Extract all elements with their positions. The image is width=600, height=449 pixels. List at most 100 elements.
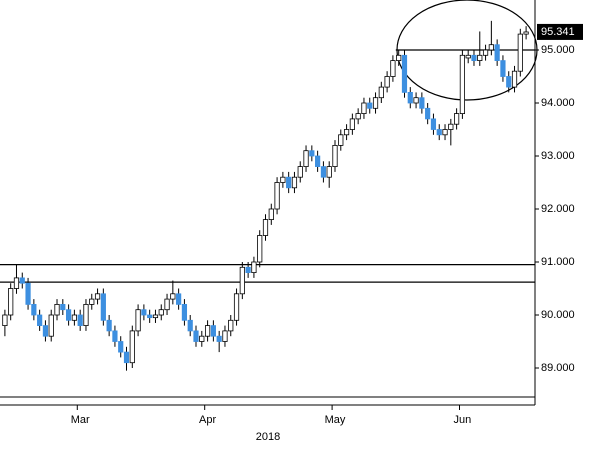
candle-body bbox=[459, 54, 466, 114]
candle-body bbox=[454, 113, 460, 125]
candle-body bbox=[83, 303, 89, 326]
candle-body bbox=[13, 277, 20, 289]
candle-body bbox=[338, 134, 344, 146]
candle-body bbox=[430, 118, 437, 130]
candle-body bbox=[407, 92, 413, 104]
candle-body bbox=[152, 314, 159, 319]
candle-body bbox=[297, 166, 303, 178]
candle-body bbox=[123, 351, 130, 364]
candle-body bbox=[349, 118, 355, 130]
candle-body bbox=[222, 330, 228, 342]
candle-body bbox=[343, 129, 350, 136]
y-tick-label: 89.000 bbox=[541, 362, 575, 374]
candle-body bbox=[413, 97, 419, 104]
last-price-box bbox=[537, 23, 583, 40]
candle-body bbox=[309, 150, 315, 157]
candle-body bbox=[477, 54, 483, 61]
candle-body bbox=[506, 76, 512, 88]
candle-body bbox=[315, 155, 321, 168]
candle-body bbox=[367, 102, 373, 109]
x-tick-label: Jun bbox=[454, 414, 472, 426]
candle-body bbox=[89, 298, 95, 305]
candle-body bbox=[106, 319, 112, 332]
candle-body bbox=[332, 144, 338, 167]
candle-body bbox=[31, 303, 37, 316]
y-tick-label: 90.000 bbox=[541, 309, 575, 321]
candle-body bbox=[216, 335, 222, 342]
candle-body bbox=[280, 176, 286, 183]
candle-body bbox=[135, 309, 141, 332]
candle-body bbox=[2, 314, 8, 327]
x-tick-label: Apr bbox=[199, 414, 216, 426]
candle-body bbox=[396, 54, 402, 61]
candle-body bbox=[19, 277, 25, 284]
candle-body bbox=[251, 261, 257, 274]
candle-body bbox=[465, 54, 471, 59]
candle-body bbox=[129, 330, 135, 364]
candle-body bbox=[523, 31, 529, 35]
y-tick-label: 92.000 bbox=[541, 203, 575, 215]
candle-body bbox=[372, 97, 379, 109]
candle-body bbox=[147, 314, 153, 319]
y-tick-label: 93.000 bbox=[541, 150, 575, 162]
candle-body bbox=[100, 293, 106, 321]
candle-body bbox=[94, 293, 101, 300]
candle-body bbox=[8, 288, 14, 316]
candle-body bbox=[193, 330, 199, 342]
candle-body bbox=[361, 102, 367, 115]
candle-body bbox=[65, 309, 72, 321]
candle-body bbox=[268, 208, 274, 221]
candle-body bbox=[233, 293, 240, 321]
candle-body bbox=[500, 60, 506, 77]
candle-body bbox=[494, 44, 500, 62]
candle-body bbox=[482, 49, 489, 56]
last-price-label: 95.341 bbox=[541, 26, 575, 38]
candle-body bbox=[60, 303, 66, 311]
candle-body bbox=[384, 76, 390, 88]
candle-body bbox=[77, 314, 83, 327]
candle-body bbox=[181, 303, 188, 321]
candle-body bbox=[25, 282, 31, 305]
candle-body bbox=[390, 60, 396, 77]
candle-body bbox=[425, 107, 431, 120]
candle-body bbox=[228, 319, 234, 332]
candle-body bbox=[291, 176, 298, 189]
candle-body bbox=[257, 235, 263, 263]
candle-body bbox=[274, 182, 280, 210]
candle-body bbox=[42, 325, 49, 337]
candle-body bbox=[442, 129, 448, 136]
candle-body bbox=[355, 113, 361, 120]
candle-body bbox=[401, 54, 408, 93]
candle-body bbox=[112, 330, 118, 342]
candle-body bbox=[164, 298, 170, 311]
candle-body bbox=[471, 54, 477, 61]
candle-body bbox=[71, 314, 77, 321]
candle-body bbox=[141, 309, 147, 316]
y-tick-label: 95.000 bbox=[541, 44, 575, 56]
candle-body bbox=[320, 166, 327, 178]
candle-body bbox=[118, 341, 124, 353]
candle-body bbox=[511, 70, 518, 88]
x-tick-label: Mar bbox=[71, 414, 90, 426]
candle-body bbox=[262, 219, 269, 236]
candle-body bbox=[48, 314, 54, 337]
candle-body bbox=[37, 314, 43, 327]
candle-body bbox=[239, 266, 245, 295]
candle-body bbox=[303, 150, 309, 167]
candle-body bbox=[286, 176, 292, 189]
candle-body bbox=[517, 33, 523, 72]
x-axis-label: 2018 bbox=[256, 431, 280, 443]
candle-body bbox=[488, 44, 494, 51]
candle-body bbox=[54, 303, 60, 316]
candle-body bbox=[378, 86, 384, 99]
candle-body bbox=[199, 335, 205, 342]
candle-body bbox=[326, 166, 332, 178]
y-tick-label: 91.000 bbox=[541, 256, 575, 268]
x-tick-label: May bbox=[325, 414, 346, 426]
candle-body bbox=[436, 129, 442, 136]
candle-body bbox=[187, 319, 193, 332]
candle-body bbox=[210, 325, 216, 337]
candle-body bbox=[245, 266, 251, 273]
y-tick-label: 94.000 bbox=[541, 97, 575, 109]
